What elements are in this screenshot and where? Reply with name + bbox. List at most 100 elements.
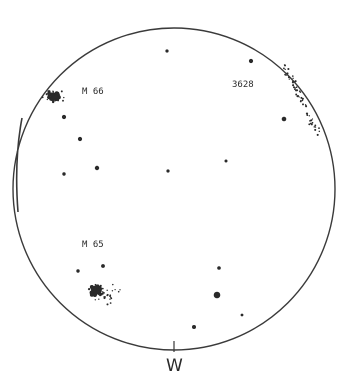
pole-point [62, 172, 66, 176]
pole-point-cluster-m65 [96, 289, 99, 292]
pole-point [61, 114, 67, 120]
pole-point-cluster-3628 [306, 114, 309, 117]
pole-point [76, 269, 80, 273]
pole-point-cluster-3628 [295, 89, 298, 92]
pole-point-cluster-3628 [305, 104, 307, 106]
pole-point-cluster-3628 [314, 124, 317, 127]
pole-point-cluster-m66 [56, 93, 59, 96]
pole-point-cluster-m66 [45, 93, 48, 96]
pole-point-cluster-m65 [91, 293, 94, 296]
pole-point-cluster-m65 [119, 289, 121, 291]
pole-point-cluster-m65 [98, 293, 100, 296]
pole-point-cluster-m65 [103, 296, 106, 300]
pole-point-cluster-m65 [102, 291, 104, 294]
pole-point-cluster-3628 [318, 130, 321, 133]
rim-shadow [15, 117, 23, 213]
pole-point-cluster-m66 [55, 91, 58, 94]
pole-point-cluster-m65 [112, 283, 114, 286]
pole-point-cluster-3628 [287, 76, 290, 79]
pole-point-cluster-3628 [314, 126, 317, 128]
pole-point-cluster-m65 [93, 294, 96, 297]
pole-point-cluster-m66 [46, 98, 48, 101]
pole-point-cluster-3628 [295, 93, 298, 96]
pole-point-cluster-m65 [96, 288, 98, 290]
pole-point-cluster-m65 [89, 285, 94, 289]
pole-point [217, 266, 221, 270]
pole-point-cluster-3628 [299, 91, 302, 93]
pole-point-cluster-3628 [311, 121, 314, 124]
pole-point-cluster-m66 [60, 90, 63, 93]
pole-point-cluster-m66 [52, 93, 55, 96]
pole-point-cluster-m65 [106, 303, 109, 306]
pole-point [213, 291, 221, 299]
pole-point-cluster-m66 [63, 96, 65, 99]
pole-point [166, 169, 170, 173]
pole-point-cluster-m65 [100, 292, 102, 295]
pole-point-cluster-3628 [288, 78, 290, 80]
cluster-label-upper-left: M 66 [82, 87, 104, 97]
pole-point-cluster-3628 [283, 67, 285, 70]
pole-point-cluster-m66 [52, 92, 55, 95]
pole-point [240, 313, 244, 317]
pole-points [41, 49, 321, 329]
pole-point-cluster-m66 [47, 94, 50, 97]
pole-point-cluster-m65 [93, 287, 97, 292]
pole-point-cluster-m66 [54, 99, 57, 102]
pole-point-cluster-m65 [117, 290, 120, 293]
pole-point [165, 49, 169, 53]
pole-point-cluster-m65 [111, 290, 114, 292]
pole-point-cluster-3628 [302, 103, 304, 106]
pole-point-cluster-3628 [300, 96, 303, 99]
pole-point-cluster-3628 [298, 96, 300, 98]
pole-point-cluster-m66 [50, 94, 53, 96]
pole-point [281, 116, 287, 122]
pole-point-cluster-3628 [295, 86, 298, 88]
pole-point-cluster-m66 [49, 92, 52, 95]
pole-point-cluster-m66 [47, 96, 50, 98]
pole-point [224, 159, 228, 163]
pole-point-cluster-m65 [106, 289, 108, 292]
pole-point-cluster-3628 [310, 119, 313, 122]
pole-point-cluster-3628 [283, 64, 286, 66]
pole-point-cluster-m66 [47, 92, 50, 95]
pole-point-cluster-m65 [94, 299, 96, 301]
pole-point-cluster-3628 [314, 128, 317, 131]
pole-point-cluster-3628 [284, 73, 286, 76]
pole-point-cluster-m65 [99, 293, 102, 297]
pole-point-cluster-3628 [292, 77, 294, 79]
pole-point-cluster-m65 [109, 298, 111, 300]
pole-point-cluster-m66 [52, 90, 54, 93]
pole-point-cluster-3628 [318, 127, 320, 130]
pole-point-cluster-m65 [87, 287, 91, 291]
pole-point-cluster-m65 [100, 294, 103, 296]
pole-point-cluster-3628 [287, 67, 290, 71]
pole-point [192, 325, 196, 329]
pole-point-cluster-3628 [310, 123, 313, 126]
pole-point-cluster-3628 [296, 95, 299, 98]
pole-point [77, 136, 83, 142]
pole-point-cluster-m65 [110, 296, 112, 299]
cluster-label-lower-left: M 65 [82, 240, 104, 250]
pole-point-cluster-m65 [97, 286, 99, 289]
pole-point-cluster-m65 [99, 287, 102, 290]
pole-point-cluster-m66 [52, 97, 55, 100]
pole-point-cluster-3628 [294, 80, 297, 83]
pole-point-cluster-3628 [294, 88, 296, 91]
pole-point-cluster-m66 [62, 99, 64, 102]
pole-point-cluster-m66 [49, 98, 52, 101]
pole-point-cluster-m65 [99, 286, 102, 288]
pole-point-cluster-m66 [57, 99, 60, 102]
pole-point-cluster-3628 [291, 75, 294, 77]
pole-point-cluster-m65 [114, 288, 116, 291]
pole-point-cluster-m66 [51, 96, 54, 99]
pole-point-cluster-m66 [41, 96, 44, 99]
pole-point-cluster-3628 [285, 74, 287, 77]
pole-point-cluster-3628 [284, 68, 286, 71]
pole-point-cluster-3628 [292, 84, 295, 87]
pole-point-cluster-m66 [58, 94, 61, 97]
pole-point-cluster-3628 [313, 126, 316, 128]
pole-point-cluster-3628 [291, 81, 294, 84]
pole-point-cluster-3628 [301, 97, 304, 100]
